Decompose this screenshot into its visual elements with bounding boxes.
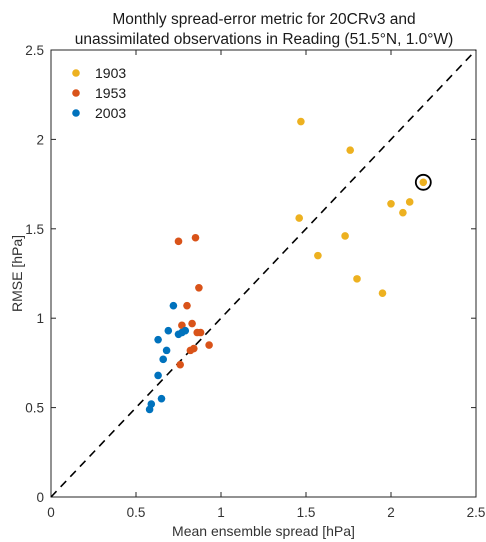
x-tick-label: 1.5 (297, 505, 316, 520)
y-tick-label: 1 (36, 311, 44, 326)
data-point-2003 (159, 355, 167, 364)
data-point-1953 (191, 233, 200, 242)
legend: 1903 1953 2003 (72, 65, 126, 121)
data-point-1953 (188, 319, 196, 328)
data-point-1953 (190, 344, 198, 353)
data-point-1953 (205, 341, 213, 349)
data-point-1903 (405, 198, 414, 206)
data-point-1903 (378, 289, 387, 297)
data-point-1953 (176, 360, 184, 369)
data-point-1903 (297, 117, 305, 126)
data-point-1903 (419, 178, 428, 187)
data-point-1953 (195, 284, 203, 292)
x-tick-label: 1 (217, 505, 225, 520)
data-point-2003 (174, 330, 183, 339)
data-point-2003 (145, 405, 154, 414)
data-point-1903 (346, 146, 355, 154)
data-points (145, 117, 428, 414)
chart-title-line-1: Monthly spread-error metric for 20CRv3 a… (112, 11, 415, 28)
highlight-ring (414, 173, 432, 191)
x-tick-label: 2.5 (467, 505, 486, 520)
legend-label-1903: 1903 (95, 65, 126, 81)
highlight-layer (414, 173, 432, 191)
y-tick-label: 2 (36, 132, 44, 147)
legend-label-1953: 1953 (95, 85, 126, 101)
data-point-2003 (154, 371, 162, 380)
legend-label-2003: 2003 (95, 105, 126, 121)
data-point-1953 (183, 301, 191, 310)
data-point-1953 (196, 328, 205, 337)
one-to-one-reference-line (50, 49, 477, 498)
y-axis-label: RMSE [hPa] (9, 235, 25, 312)
x-tick-label: 0 (47, 505, 55, 520)
legend-marker-1903 (72, 69, 80, 77)
axis-ticks: 0 0.5 1 1.5 2 2.5 0 0.5 1 1.5 2 2.5 (25, 43, 485, 520)
data-point-1903 (314, 251, 322, 260)
y-tick-label: 1.5 (25, 222, 44, 237)
legend-marker-1953 (72, 89, 80, 97)
data-point-1903 (387, 199, 395, 208)
y-tick-label: 0 (36, 490, 44, 505)
y-tick-label: 2.5 (25, 43, 44, 58)
data-point-2003 (162, 346, 171, 355)
data-point-1903 (295, 214, 304, 222)
x-axis-label: Mean ensemble spread [hPa] (172, 523, 355, 539)
data-point-1903 (353, 275, 361, 283)
legend-marker-2003 (72, 109, 80, 117)
data-point-1903 (399, 208, 407, 217)
data-point-2003 (157, 394, 166, 403)
y-tick-label: 0.5 (25, 401, 44, 416)
data-point-1953 (174, 237, 183, 246)
data-point-2003 (169, 301, 178, 310)
x-tick-label: 0.5 (127, 505, 146, 520)
data-point-1903 (341, 232, 349, 240)
data-point-2003 (154, 335, 162, 344)
data-point-2003 (164, 326, 173, 335)
chart-title-line-2: unassimilated observations in Reading (5… (75, 31, 454, 48)
x-tick-label: 2 (387, 505, 395, 520)
